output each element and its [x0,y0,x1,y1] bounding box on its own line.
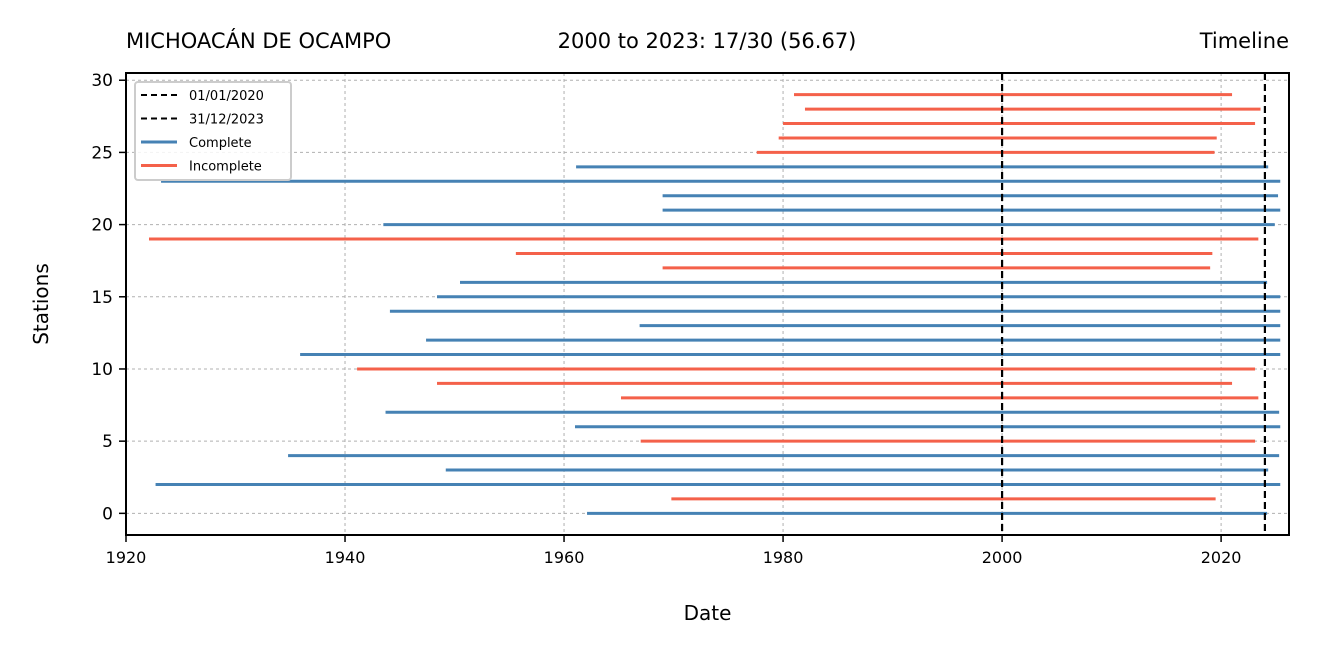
y-tick-label: 20 [91,216,113,236]
x-axis-label: Date [684,601,732,625]
station-bars [148,93,1281,515]
y-tick-label: 15 [91,288,113,308]
legend: 01/01/2020 31/12/2023 Complete Incomplete [134,81,292,181]
header-right: Timeline [1199,29,1289,53]
y-axis-label: Stations [29,263,53,345]
y-tick-label: 0 [102,504,113,524]
y-tick-label: 25 [91,143,113,163]
y-tick-label: 30 [91,71,113,91]
legend-label: 31/12/2023 [189,113,264,128]
x-tick-label: 1960 [544,548,585,567]
axis-ticks: 1920 1940 1960 1980 2000 2020 0 5 10 15 20 25 30 [91,71,1241,567]
x-tick-label: 1980 [763,548,804,567]
x-tick-label: 1940 [325,548,366,567]
y-tick-label: 5 [102,432,113,452]
x-tick-label: 2020 [1201,548,1242,567]
header-center: 2000 to 2023: 17/30 (56.67) [558,29,857,53]
x-tick-label: 2000 [982,548,1023,567]
x-tick-label: 1920 [106,548,147,567]
legend-label: Complete [189,136,252,151]
reference-lines [1000,73,1267,535]
plot-frame [125,72,1290,536]
legend-label: 01/01/2020 [189,89,264,104]
header-left: MICHOACÁN DE OCAMPO [126,28,391,53]
legend-box [134,81,292,181]
legend-label: Incomplete [189,160,262,175]
y-tick-label: 10 [91,360,113,380]
